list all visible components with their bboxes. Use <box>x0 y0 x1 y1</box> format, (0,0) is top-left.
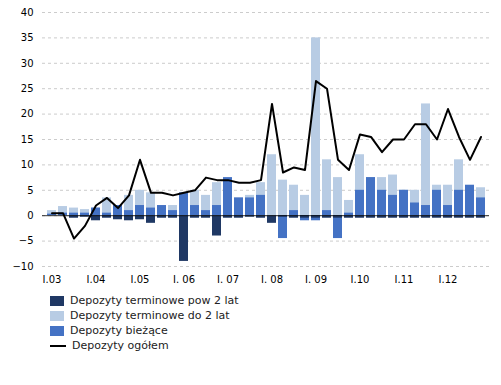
html-text:Depozyty terminowe do 2 lat: Depozyty terminowe do 2 lat <box>70 309 230 322</box>
svg-text:−5: −5 <box>19 235 34 246</box>
svg-text:I.04: I.04 <box>87 274 106 285</box>
svg-text:I.10: I.10 <box>351 274 370 285</box>
svg-text:I. 06: I. 06 <box>173 274 195 285</box>
svg-text:10: 10 <box>21 159 34 170</box>
svg-text:I.11: I.11 <box>395 274 414 285</box>
svg-text:40: 40 <box>21 7 34 18</box>
svg-text:I.05: I.05 <box>131 274 150 285</box>
svg-text:5: 5 <box>27 185 33 196</box>
svg-text:I.03: I.03 <box>43 274 62 285</box>
html-text:Depozyty bieżące: Depozyty bieżące <box>70 324 168 337</box>
svg-text:20: 20 <box>21 108 34 119</box>
svg-text:25: 25 <box>21 83 34 94</box>
svg-text:I. 07: I. 07 <box>217 274 239 285</box>
svg-text:0: 0 <box>27 210 33 221</box>
html-text:Depozyty ogółem: Depozyty ogółem <box>72 339 169 352</box>
html-text:Depozyty terminowe pow 2 lat: Depozyty terminowe pow 2 lat <box>70 294 239 307</box>
svg-text:−10: −10 <box>12 261 33 272</box>
svg-text:35: 35 <box>21 32 34 43</box>
svg-text:30: 30 <box>21 58 34 69</box>
svg-text:I. 09: I. 09 <box>305 274 327 285</box>
svg-text:I.12: I.12 <box>439 274 458 285</box>
svg-text:I. 08: I. 08 <box>261 274 283 285</box>
svg-text:15: 15 <box>21 134 34 145</box>
